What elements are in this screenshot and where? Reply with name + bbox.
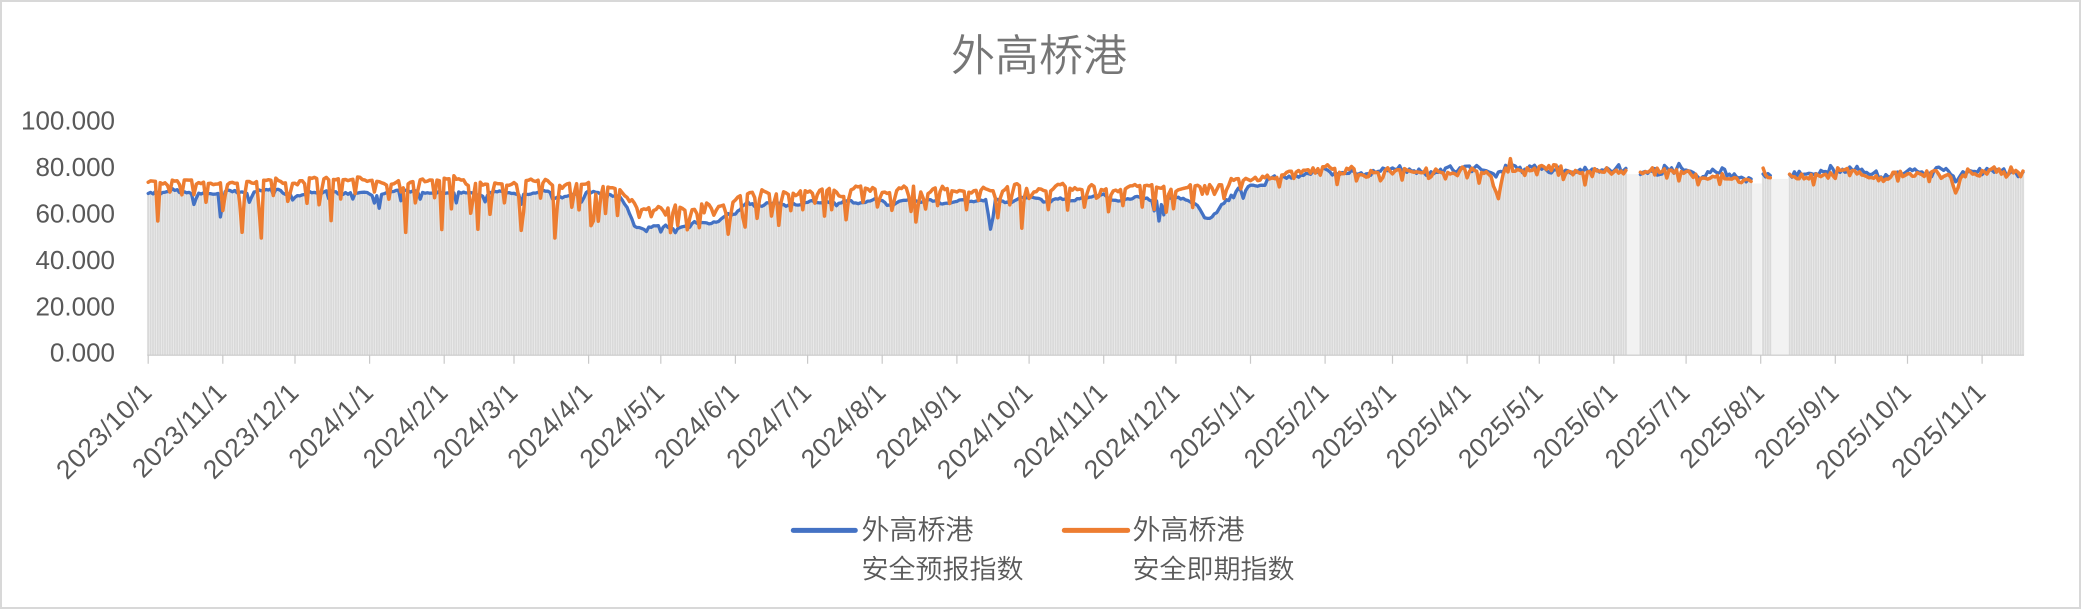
svg-text:60.000: 60.000	[35, 199, 115, 229]
svg-text:80.000: 80.000	[35, 152, 115, 182]
svg-text:100.000: 100.000	[21, 106, 115, 136]
svg-text:20.000: 20.000	[35, 291, 115, 321]
svg-text:40.000: 40.000	[35, 245, 115, 275]
svg-text:0.000: 0.000	[50, 338, 115, 368]
